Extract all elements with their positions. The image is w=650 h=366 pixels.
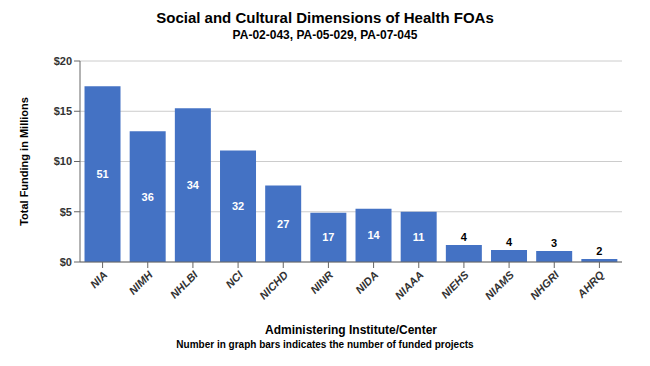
svg-text:NHGRI: NHGRI bbox=[528, 268, 562, 302]
svg-text:NICHD: NICHD bbox=[257, 268, 290, 301]
svg-text:4: 4 bbox=[461, 231, 468, 243]
svg-text:36: 36 bbox=[142, 191, 154, 203]
html-text:PA-02-043, PA-05-029, PA-07-04: PA-02-043, PA-05-029, PA-07-045 bbox=[232, 28, 418, 42]
svg-text:32: 32 bbox=[232, 200, 244, 212]
html-text:Social and Cultural Dimensions: Social and Cultural Dimensions of Health… bbox=[156, 9, 494, 26]
svg-text:NHLBI: NHLBI bbox=[168, 268, 201, 301]
svg-text:Administering Institute/Center: Administering Institute/Center bbox=[265, 323, 437, 337]
svg-text:3: 3 bbox=[551, 237, 557, 249]
svg-text:4: 4 bbox=[506, 236, 513, 248]
svg-text:$15: $15 bbox=[54, 105, 72, 117]
svg-text:AHRQ: AHRQ bbox=[574, 268, 606, 300]
svg-text:14: 14 bbox=[367, 229, 380, 241]
svg-text:NIA: NIA bbox=[88, 268, 110, 290]
svg-text:51: 51 bbox=[96, 168, 108, 180]
svg-text:NIEHS: NIEHS bbox=[439, 268, 472, 301]
svg-text:11: 11 bbox=[413, 231, 425, 243]
svg-text:34: 34 bbox=[187, 179, 200, 191]
svg-text:$10: $10 bbox=[54, 155, 72, 167]
svg-text:NIAAA: NIAAA bbox=[393, 268, 426, 301]
svg-text:NCI: NCI bbox=[223, 268, 246, 291]
svg-text:27: 27 bbox=[277, 218, 289, 230]
svg-text:Total Funding in Millions: Total Funding in Millions bbox=[18, 97, 30, 226]
svg-text:NIDA: NIDA bbox=[353, 268, 381, 296]
svg-text:$0: $0 bbox=[60, 256, 72, 268]
svg-text:NIMH: NIMH bbox=[126, 268, 155, 297]
svg-text:$20: $20 bbox=[54, 55, 72, 67]
svg-text:2: 2 bbox=[596, 245, 602, 257]
svg-text:17: 17 bbox=[322, 231, 334, 243]
html-text:Number in graph bars indicates: Number in graph bars indicates the numbe… bbox=[176, 339, 474, 350]
svg-text:NIAMS: NIAMS bbox=[482, 268, 516, 302]
svg-text:$5: $5 bbox=[60, 206, 72, 218]
svg-text:NINR: NINR bbox=[308, 268, 336, 296]
